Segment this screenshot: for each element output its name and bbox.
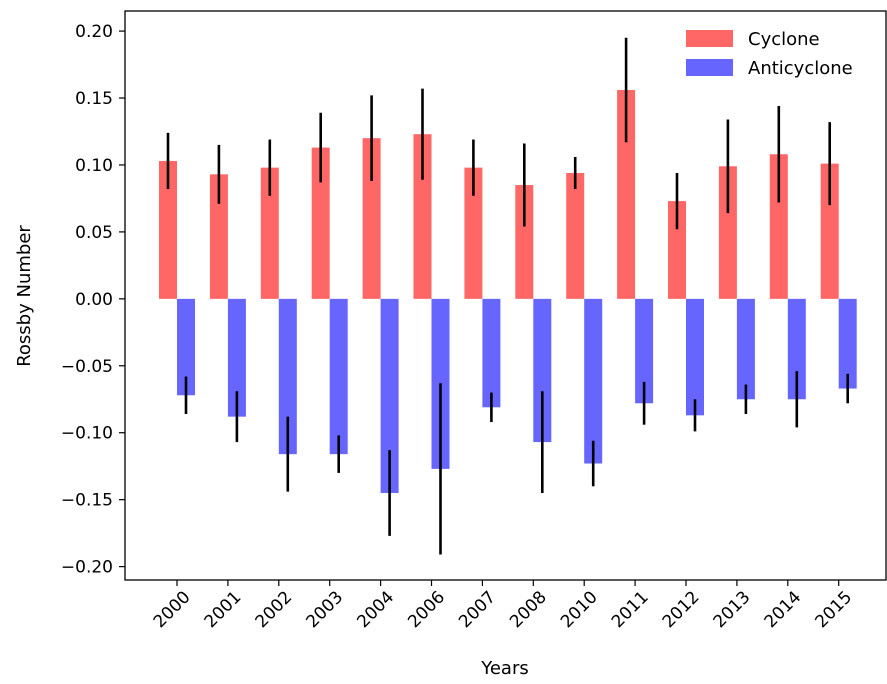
bar-anticyclone-2000 <box>177 298 195 396</box>
bar-anticyclone-2008 <box>533 298 552 443</box>
legend-label-anticyclone: Anticyclone <box>748 58 853 79</box>
bar-anticyclone-2011 <box>635 298 654 404</box>
y-tick-label: 0.10 <box>75 156 113 176</box>
bar-anticyclone-2015 <box>838 298 857 389</box>
x-tick-label: 2002 <box>252 587 297 632</box>
bar-cyclone-2003 <box>311 147 330 299</box>
bar-anticyclone-2002 <box>278 298 297 455</box>
y-tick-label: −0.10 <box>61 424 113 444</box>
x-tick-label: 2008 <box>506 587 551 632</box>
bars-layer <box>159 89 857 493</box>
bar-cyclone-2007 <box>464 167 483 299</box>
bar-anticyclone-2007 <box>482 298 501 408</box>
bar-cyclone-2008 <box>515 185 534 299</box>
legend: Cyclone Anticyclone <box>686 29 853 79</box>
bar-cyclone-2004 <box>362 138 381 299</box>
y-tick-label: 0.05 <box>75 223 113 243</box>
x-tick-label: 2010 <box>557 587 602 632</box>
x-tick-label: 2003 <box>303 587 348 632</box>
legend-swatch-anticyclone <box>686 59 733 76</box>
x-axis: 2000 2001 2002 2003 2004 2006 2007 2008 2010 2011… <box>150 580 856 632</box>
x-tick-label: 2011 <box>608 587 653 632</box>
y-tick-label: −0.20 <box>61 558 113 578</box>
y-tick-label: 0.00 <box>75 290 113 310</box>
plot-frame <box>124 10 887 581</box>
x-tick-label: 2015 <box>812 587 857 632</box>
y-tick-label: −0.05 <box>61 357 113 377</box>
bar-anticyclone-2003 <box>329 298 348 455</box>
bar-anticyclone-2004 <box>380 298 399 493</box>
bar-cyclone-2002 <box>260 167 279 299</box>
x-axis-label: Years <box>480 658 529 679</box>
bar-anticyclone-2013 <box>736 298 755 400</box>
bar-cyclone-2013 <box>718 166 737 299</box>
x-tick-label: 2014 <box>761 587 806 632</box>
y-tick-label: −0.15 <box>61 491 113 511</box>
y-axis: 0.20 0.15 0.10 0.05 0.00 −0.05 −0.10 −0.15 −0.20 <box>61 22 125 578</box>
bar-anticyclone-2012 <box>686 298 704 416</box>
legend-label-cyclone: Cyclone <box>748 29 820 50</box>
x-tick-label: 2007 <box>455 587 500 632</box>
y-tick-label: 0.20 <box>75 22 113 42</box>
bar-cyclone-2015 <box>820 163 839 299</box>
bar-cyclone-2012 <box>668 201 686 299</box>
x-tick-label: 2004 <box>353 587 398 632</box>
bar-anticyclone-2001 <box>227 298 246 417</box>
x-tick-label: 2012 <box>659 587 704 632</box>
bar-cyclone-2010 <box>566 172 585 299</box>
bar-cyclone-2014 <box>769 154 788 299</box>
x-tick-label: 2013 <box>710 587 755 632</box>
x-tick-label: 2006 <box>404 587 449 632</box>
y-axis-label: Rossby Number <box>14 225 35 367</box>
bar-anticyclone-2010 <box>584 298 603 464</box>
x-tick-label: 2000 <box>150 587 195 632</box>
y-tick-label: 0.15 <box>75 89 113 109</box>
bar-cyclone-2006 <box>413 134 432 299</box>
bar-cyclone-2000 <box>159 160 177 299</box>
bar-anticyclone-2014 <box>787 298 806 400</box>
legend-swatch-cyclone <box>686 30 733 47</box>
error-bars-layer <box>166 37 850 555</box>
bar-cyclone-2001 <box>209 174 228 299</box>
bar-cyclone-2011 <box>617 89 636 299</box>
x-tick-label: 2001 <box>201 587 246 632</box>
